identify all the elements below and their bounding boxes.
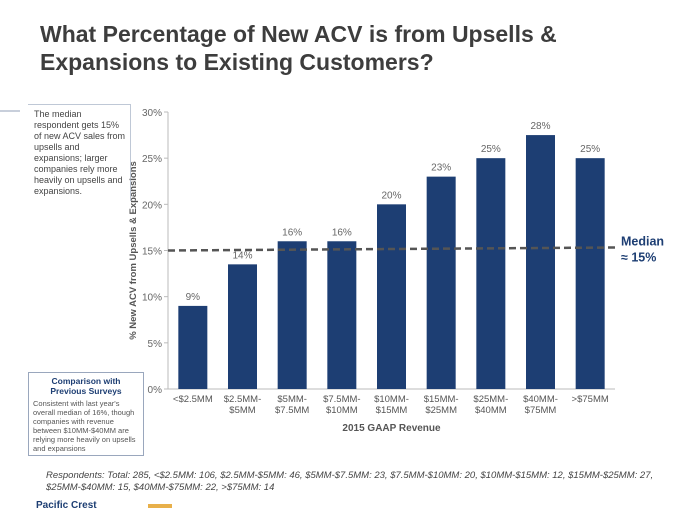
x-tick-label: $10MM: [326, 405, 358, 416]
bar: [426, 176, 456, 389]
bar-value-label: 9%: [186, 292, 201, 303]
bar-value-label: 20%: [381, 190, 401, 201]
x-tick-label: $2.5MM-: [224, 394, 261, 405]
y-axis-title: % New ACV from Upsells & Expansions: [128, 161, 139, 340]
x-tick-label: $40MM: [475, 405, 507, 416]
x-tick-label: $7.5MM-: [323, 394, 360, 405]
y-tick-label: 15%: [142, 247, 162, 258]
bar: [526, 135, 555, 389]
bar-value-label: 16%: [282, 227, 302, 238]
bar-value-label: 23%: [431, 163, 451, 174]
bar: [476, 158, 506, 389]
bar: [277, 241, 307, 389]
bar-value-label: 16%: [332, 227, 352, 238]
x-tick-label: >$75MM: [572, 394, 609, 405]
y-tick-label: 30%: [142, 108, 162, 119]
median-value-label: ≈ 15%: [621, 251, 656, 265]
x-tick-label: $25MM: [425, 405, 457, 416]
sidebar-note: The median respondent gets 15% of new AC…: [28, 104, 131, 201]
x-tick-label: $40MM-: [523, 394, 558, 405]
sidebar-accent-line: [0, 110, 20, 112]
x-axis-title: 2015 GAAP Revenue: [342, 423, 441, 434]
bar: [377, 204, 406, 389]
x-tick-label: $15MM: [376, 405, 408, 416]
x-tick-label: $15MM-: [424, 394, 459, 405]
median-line: [167, 246, 618, 252]
page-title: What Percentage of New ACV is from Upsel…: [40, 21, 557, 75]
y-tick-label: 0%: [148, 385, 163, 396]
bar: [178, 305, 208, 389]
comparison-title: Comparison with Previous Surveys: [50, 376, 122, 396]
respondents-footnote: Respondents: Total: 285, <$2.5MM: 106, $…: [46, 470, 654, 493]
comparison-body: Consistent with last year's overall medi…: [33, 399, 136, 453]
bar-value-label: 25%: [580, 144, 600, 155]
x-tick-label: $5MM: [229, 405, 255, 416]
comparison-box: Comparison with Previous Surveys Consist…: [28, 372, 144, 456]
x-tick-label: $75MM: [525, 405, 557, 416]
bar: [327, 241, 357, 389]
footer-accent: [148, 504, 172, 508]
y-tick-label: 25%: [142, 154, 162, 165]
bar-value-label: 28%: [530, 121, 550, 132]
x-tick-label: $7.5MM: [275, 405, 309, 416]
x-tick-label: $25MM-: [473, 394, 508, 405]
x-tick-label: $10MM-: [374, 394, 409, 405]
x-tick-label: $5MM-: [277, 394, 307, 405]
bar-value-label: 25%: [481, 144, 501, 155]
x-tick-label: <$2.5MM: [173, 394, 213, 405]
y-tick-label: 10%: [142, 293, 162, 304]
bar: [575, 158, 605, 389]
bar-value-label: 14%: [232, 250, 252, 261]
y-tick-label: 20%: [142, 200, 162, 211]
bar: [228, 264, 257, 389]
median-label: Median: [621, 235, 664, 249]
company-logo: Pacific Crest: [36, 500, 97, 511]
y-tick-label: 5%: [148, 339, 163, 350]
